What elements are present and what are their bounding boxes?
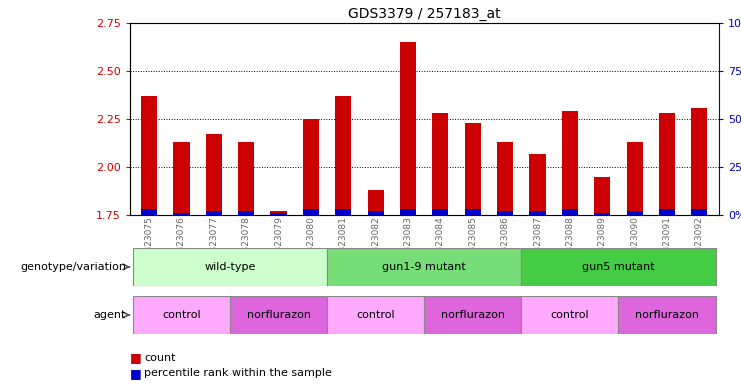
Text: genotype/variation: genotype/variation xyxy=(20,262,126,272)
Bar xyxy=(432,113,448,215)
Bar xyxy=(691,108,708,215)
Bar xyxy=(173,142,190,215)
Bar xyxy=(529,211,545,215)
Text: norflurazon: norflurazon xyxy=(635,310,699,320)
Bar xyxy=(522,296,619,334)
Bar xyxy=(133,248,327,286)
Bar xyxy=(465,123,481,215)
Bar xyxy=(303,119,319,215)
Bar xyxy=(424,296,522,334)
Bar xyxy=(497,211,514,215)
Bar xyxy=(173,213,190,215)
Bar xyxy=(335,96,351,215)
Bar xyxy=(327,248,522,286)
Bar xyxy=(400,42,416,215)
Bar xyxy=(659,209,675,215)
Bar xyxy=(206,211,222,215)
Bar xyxy=(303,209,319,215)
Bar xyxy=(529,154,545,215)
Bar xyxy=(594,177,611,215)
Text: norflurazon: norflurazon xyxy=(247,310,310,320)
Bar xyxy=(497,142,514,215)
Text: agent: agent xyxy=(93,310,126,320)
Text: ■: ■ xyxy=(130,367,145,380)
Bar xyxy=(133,296,230,334)
Bar xyxy=(432,209,448,215)
Bar xyxy=(141,96,157,215)
Bar xyxy=(230,296,327,334)
Text: percentile rank within the sample: percentile rank within the sample xyxy=(144,368,333,378)
Bar xyxy=(627,211,642,215)
Bar xyxy=(270,213,287,215)
Bar xyxy=(562,111,578,215)
Text: wild-type: wild-type xyxy=(205,262,256,272)
Bar xyxy=(562,209,578,215)
Text: count: count xyxy=(144,353,176,363)
Bar xyxy=(594,213,611,215)
Bar xyxy=(327,296,424,334)
Text: norflurazon: norflurazon xyxy=(441,310,505,320)
Bar xyxy=(659,113,675,215)
Bar xyxy=(141,209,157,215)
Bar xyxy=(368,190,384,215)
Text: gun5 mutant: gun5 mutant xyxy=(582,262,655,272)
Bar xyxy=(238,211,254,215)
Bar xyxy=(691,209,708,215)
Bar xyxy=(400,209,416,215)
Title: GDS3379 / 257183_at: GDS3379 / 257183_at xyxy=(348,7,500,21)
Bar xyxy=(238,142,254,215)
Bar xyxy=(206,134,222,215)
Text: gun1-9 mutant: gun1-9 mutant xyxy=(382,262,466,272)
Text: control: control xyxy=(551,310,589,320)
Bar xyxy=(335,209,351,215)
Bar xyxy=(619,296,716,334)
Bar xyxy=(368,211,384,215)
Text: control: control xyxy=(162,310,201,320)
Bar xyxy=(627,142,642,215)
Text: ■: ■ xyxy=(130,351,145,364)
Bar xyxy=(270,211,287,215)
Bar xyxy=(522,248,716,286)
Bar xyxy=(465,209,481,215)
Text: control: control xyxy=(356,310,395,320)
